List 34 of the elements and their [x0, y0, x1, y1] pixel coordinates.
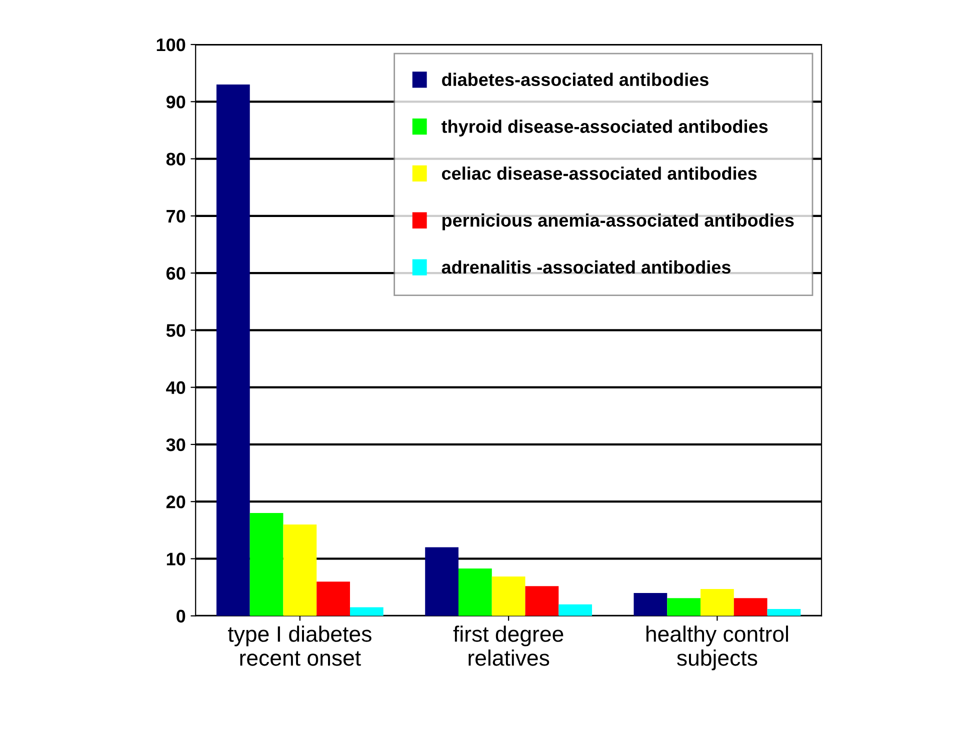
legend-label: diabetes-associated antibodies	[442, 72, 708, 86]
x-tick-label: type I diabetes recent onset	[228, 626, 372, 666]
x-tick-label: healthy control subjects	[646, 626, 788, 670]
bar	[492, 576, 526, 616]
bar	[283, 524, 317, 616]
bar	[525, 586, 559, 616]
y-tick-label: 100	[156, 38, 186, 52]
y-tick-label: 30	[166, 438, 186, 452]
x-tick-label: first degree relatives	[453, 626, 564, 666]
bar	[350, 607, 384, 616]
bar	[558, 604, 592, 616]
y-tick-label: 60	[166, 266, 186, 280]
y-tick-label: 90	[166, 96, 186, 108]
y-tick-label: 70	[166, 210, 186, 223]
bar	[216, 84, 250, 616]
y-tick-label: 20	[166, 496, 186, 508]
bar	[700, 589, 734, 616]
legend-label: pernicious anemia-associated antibodies	[442, 213, 794, 230]
legend-label: adrenalitis -associated antibodies	[442, 260, 731, 274]
y-tick-label: 80	[166, 152, 186, 166]
bar	[458, 568, 492, 616]
legend-label: celiac disease-associated antibodies	[442, 166, 757, 180]
legend-label: thyroid disease-associated antibodies	[441, 120, 768, 137]
bar	[316, 582, 350, 616]
bar	[667, 598, 701, 616]
y-tick-label: 10	[166, 552, 186, 566]
y-tick-label: 0	[176, 610, 186, 623]
bar	[734, 598, 768, 616]
y-tick-label: 40	[166, 381, 186, 394]
bar	[767, 609, 801, 616]
bar	[634, 593, 668, 616]
bar	[425, 547, 458, 616]
bar	[250, 513, 284, 616]
y-tick-label: 50	[166, 324, 186, 337]
